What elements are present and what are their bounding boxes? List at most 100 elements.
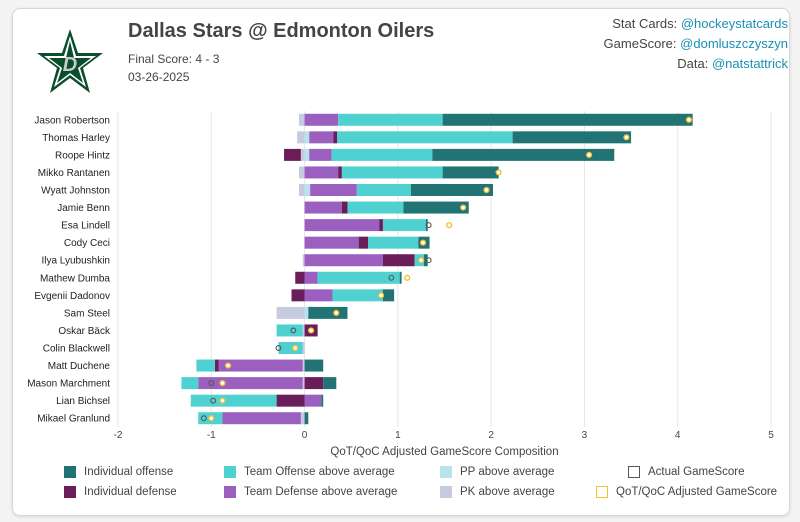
adjusted-gamescore-marker	[308, 327, 315, 334]
legend-pk: PK above average	[440, 486, 555, 498]
x-tick-label: 4	[675, 430, 681, 441]
bar-segment-ind-off	[432, 148, 615, 161]
player-label: Colin Blackwell	[43, 344, 110, 355]
adjusted-gamescore-marker	[495, 169, 502, 176]
final-score: Final Score: 4 - 3	[128, 52, 220, 66]
bar-segment-pk	[300, 412, 305, 425]
x-tick-label: 5	[768, 430, 774, 441]
adjusted-gamescore-marker	[685, 116, 693, 123]
bar-segment-ind-def	[382, 254, 415, 267]
bar-segment-pp	[304, 148, 310, 161]
actual-gamescore-marker	[208, 380, 215, 387]
bar-segment-team-def	[309, 131, 334, 144]
bar-segment-team-def	[304, 219, 380, 232]
legend-ind-off: Individual offense	[64, 466, 173, 478]
legend-swatch	[224, 466, 236, 478]
bar-segment-team-def	[309, 148, 332, 161]
legend-swatch	[440, 486, 452, 498]
bar-segment-team-off	[196, 359, 216, 372]
bar-segment-ind-def	[379, 219, 383, 232]
bar-segment-ind-def	[284, 148, 301, 161]
credit-stat-cards: Stat Cards: @hockeystatcards	[612, 16, 788, 31]
bar-segment-team-off	[181, 377, 199, 390]
bar-segment-team-def	[198, 377, 303, 390]
player-label: Oskar Bäck	[58, 326, 111, 337]
bar-segment-pk	[302, 377, 305, 390]
legend-swatch	[596, 486, 608, 498]
player-label: Mikko Rantanen	[38, 168, 110, 179]
bar-segment-pk	[276, 306, 305, 319]
bar-segment-team-def	[304, 394, 322, 407]
bar-segment-ind-off	[442, 113, 693, 126]
game-date: 03-26-2025	[128, 70, 190, 84]
bar-segment-ind-off	[304, 359, 324, 372]
actual-gamescore-marker	[275, 345, 282, 351]
bar-segment-pk	[302, 342, 305, 354]
adjusted-gamescore-marker	[333, 309, 340, 316]
bar-segment-team-def	[304, 254, 383, 267]
bar-segment-ind-def	[215, 359, 219, 372]
bar-segment-team-off	[368, 236, 419, 249]
x-tick-label: 1	[395, 430, 401, 441]
bar-segment-ind-def	[276, 394, 305, 407]
bar-segment-pk	[302, 324, 305, 337]
bar-segment-team-def	[218, 359, 303, 372]
bar-segment-ind-off	[410, 184, 494, 196]
legend-swatch	[64, 486, 76, 498]
bar-segment-ind-off	[308, 306, 348, 319]
adjusted-gamescore-marker	[224, 362, 232, 369]
bar-segment-pk	[302, 254, 305, 267]
player-label: Roope Hintz	[55, 150, 110, 161]
legend-swatch	[224, 486, 236, 498]
actual-gamescore-marker	[210, 397, 217, 404]
bar-segment-ind-off	[512, 131, 632, 144]
credit-handle[interactable]: @domluszczyszyn	[680, 36, 788, 51]
legend-ind-def: Individual defense	[64, 486, 177, 498]
credit-handle[interactable]: @hockeystatcards	[680, 16, 788, 31]
player-label: Ilya Lyubushkin	[41, 256, 110, 267]
bar-segment-pk	[298, 113, 305, 126]
dallas-stars-logo: D	[37, 29, 103, 93]
bar-segment-ind-off	[382, 289, 395, 302]
bar-segment-team-off	[356, 184, 411, 196]
bar-segment-team-off	[276, 324, 303, 337]
adjusted-gamescore-marker	[219, 380, 226, 387]
legend-swatch	[440, 466, 452, 478]
adjusted-gamescore-marker	[460, 204, 467, 211]
bar-segment-ind-def	[341, 201, 348, 214]
bar-segment-pp	[304, 131, 310, 144]
adjusted-gamescore-marker	[404, 274, 411, 281]
player-label: Wyatt Johnston	[41, 186, 110, 197]
bar-segment-ind-def	[358, 236, 369, 249]
bar-segment-team-def	[304, 166, 339, 179]
player-label: Jamie Benn	[57, 203, 110, 214]
bar-segment-team-off	[337, 131, 513, 144]
x-tick-label: 0	[302, 430, 308, 441]
bar-segment-pp	[304, 306, 309, 319]
actual-gamescore-marker	[290, 327, 297, 334]
bar-segment-team-def	[304, 236, 359, 249]
x-tick-label: -2	[114, 430, 123, 441]
actual-gamescore-marker	[425, 257, 432, 264]
bar-segment-team-def	[310, 184, 357, 196]
adjusted-gamescore-marker	[219, 397, 226, 404]
bar-segment-ind-def	[338, 166, 342, 179]
actual-gamescore-marker	[388, 274, 395, 281]
adjusted-gamescore-marker	[446, 222, 453, 229]
bar-segment-ind-def	[304, 377, 324, 390]
bar-segment-ind-off	[304, 412, 309, 425]
player-label: Mason Marchment	[27, 379, 110, 390]
bar-segment-team-def	[304, 289, 333, 302]
bar-segment-ind-off	[323, 377, 337, 390]
credits: Stat Cards: @hockeystatcards GameScore: …	[604, 14, 788, 74]
bar-segment-team-off	[331, 148, 433, 161]
legend-team-def: Team Defense above average	[224, 486, 397, 498]
adjusted-gamescore-marker	[623, 134, 630, 141]
gamescore-bar-chart: -2 -1 0 1 2 3 4 5 QoT/QoC Adjusted GameScore Com…	[27, 111, 774, 458]
adjusted-gamescore-marker	[292, 344, 299, 352]
bar-segment-team-off	[382, 219, 426, 232]
bar-segment-ind-off	[321, 394, 324, 407]
svg-text:D: D	[63, 54, 77, 76]
bar-segment-pk	[298, 184, 305, 196]
credit-handle[interactable]: @natstattrick	[711, 56, 788, 71]
